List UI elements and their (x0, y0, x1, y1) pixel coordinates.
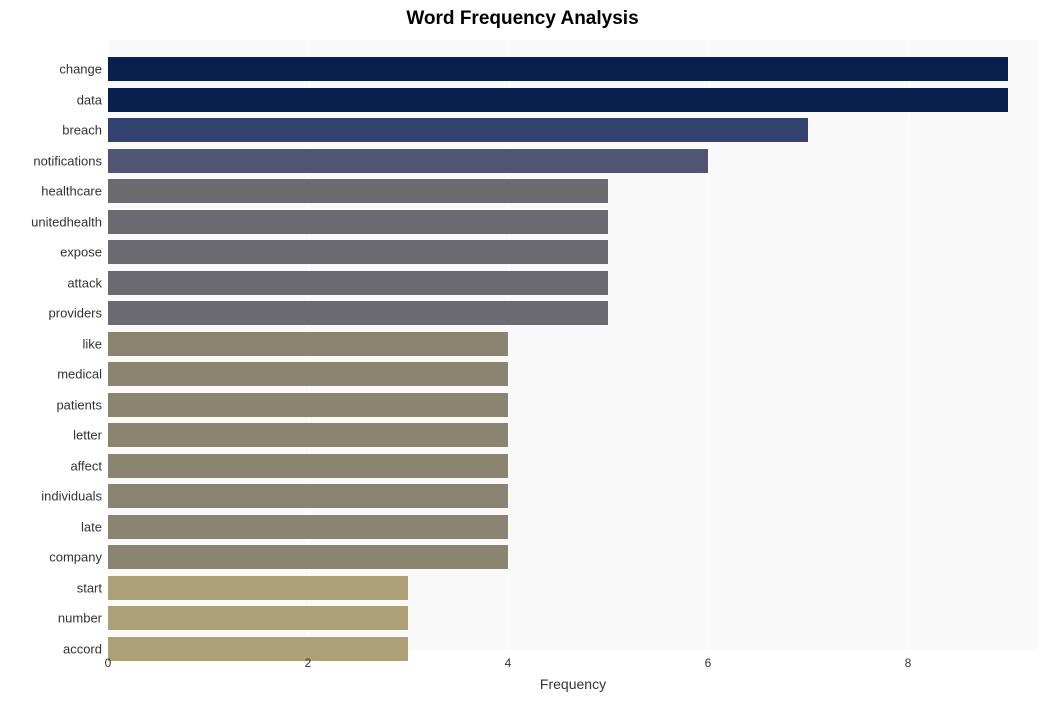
x-axis-label: Frequency (540, 676, 606, 692)
y-tick-label: data (77, 92, 102, 107)
y-tick-label: healthcare (41, 184, 102, 199)
bar (108, 149, 708, 173)
y-tick-label: late (81, 519, 102, 534)
bar (108, 118, 808, 142)
y-tick-label: patients (56, 397, 102, 412)
y-tick-label: company (49, 550, 102, 565)
bar (108, 88, 1008, 112)
bar (108, 362, 508, 386)
bar (108, 545, 508, 569)
bar (108, 271, 608, 295)
bar (108, 576, 408, 600)
bar (108, 210, 608, 234)
y-tick-label: providers (49, 306, 102, 321)
bar (108, 515, 508, 539)
x-tick-label: 8 (905, 656, 912, 670)
y-tick-label: number (58, 611, 102, 626)
y-tick-label: accord (63, 641, 102, 656)
y-tick-label: breach (62, 123, 102, 138)
bar (108, 454, 508, 478)
bar (108, 484, 508, 508)
bar (108, 393, 508, 417)
y-tick-label: attack (67, 275, 102, 290)
x-tick-label: 6 (705, 656, 712, 670)
x-tick-label: 2 (305, 656, 312, 670)
x-tick-label: 0 (105, 656, 112, 670)
chart-container: Word Frequency Analysis changedatabreach… (0, 0, 1045, 701)
bar (108, 301, 608, 325)
y-tick-label: like (82, 336, 102, 351)
x-tick-label: 4 (505, 656, 512, 670)
y-tick-label: notifications (33, 153, 102, 168)
y-tick-label: medical (57, 367, 102, 382)
y-tick-label: expose (60, 245, 102, 260)
bar (108, 57, 1008, 81)
y-tick-label: individuals (41, 489, 102, 504)
bar (108, 606, 408, 630)
y-tick-label: change (59, 62, 102, 77)
y-tick-label: unitedhealth (31, 214, 102, 229)
y-tick-label: start (77, 580, 102, 595)
chart-title: Word Frequency Analysis (0, 8, 1045, 30)
y-tick-label: letter (73, 428, 102, 443)
bar (108, 240, 608, 264)
bars-layer: changedatabreachnotificationshealthcareu… (108, 40, 1038, 650)
plot-area: changedatabreachnotificationshealthcareu… (108, 40, 1038, 650)
y-tick-label: affect (70, 458, 102, 473)
bar (108, 637, 408, 661)
bar (108, 332, 508, 356)
bar (108, 423, 508, 447)
bar (108, 179, 608, 203)
